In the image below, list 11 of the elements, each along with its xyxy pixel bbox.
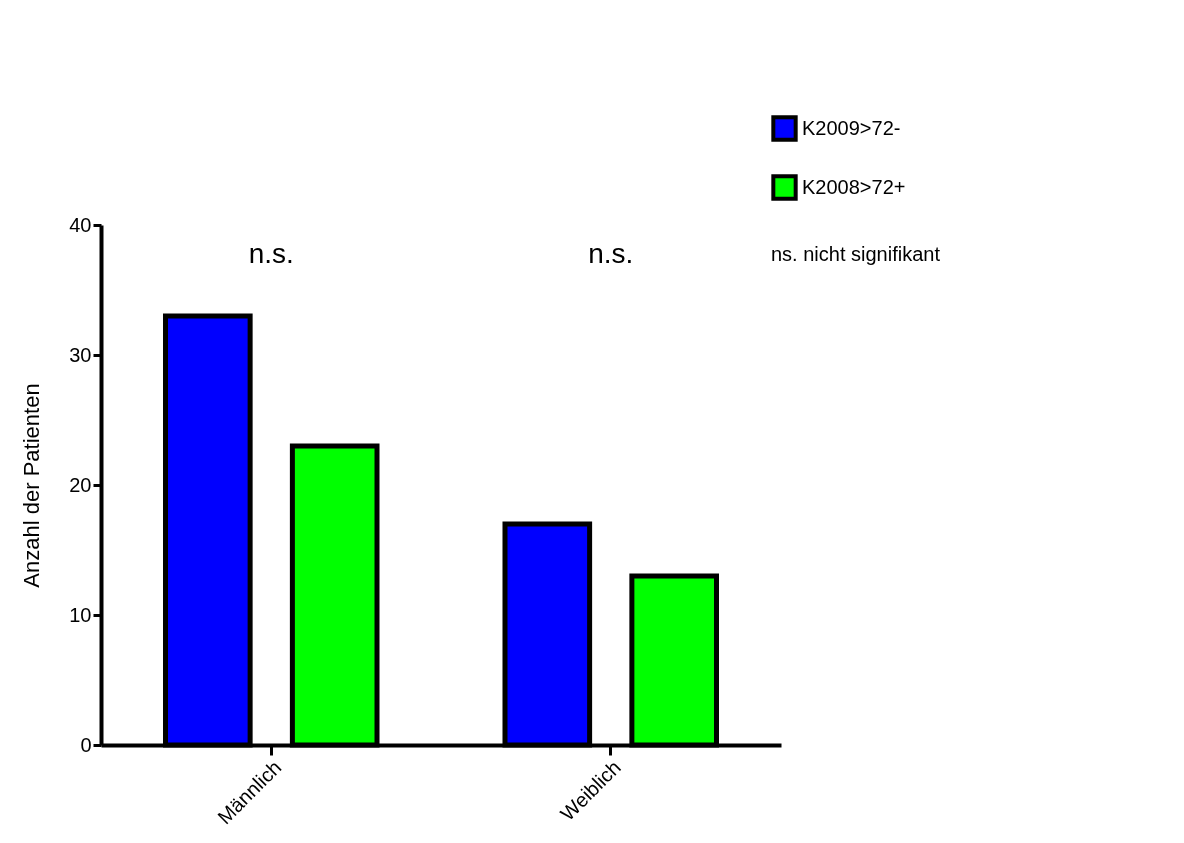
annotation: n.s. xyxy=(588,238,634,269)
legend-label: K2009>72- xyxy=(802,116,901,139)
y-tick-label: 30 xyxy=(69,343,92,366)
annotation: ns. nicht signifikant xyxy=(771,243,941,265)
y-tick-label: 10 xyxy=(69,603,92,626)
annotation: n.s. xyxy=(248,238,294,269)
legend-label: K2008>72+ xyxy=(802,175,906,198)
y-tick-label: 40 xyxy=(69,213,92,236)
y-tick-label: 20 xyxy=(69,473,92,496)
y-tick-label: 0 xyxy=(80,733,92,756)
y-axis-title: Anzahl der Patienten xyxy=(19,383,45,588)
